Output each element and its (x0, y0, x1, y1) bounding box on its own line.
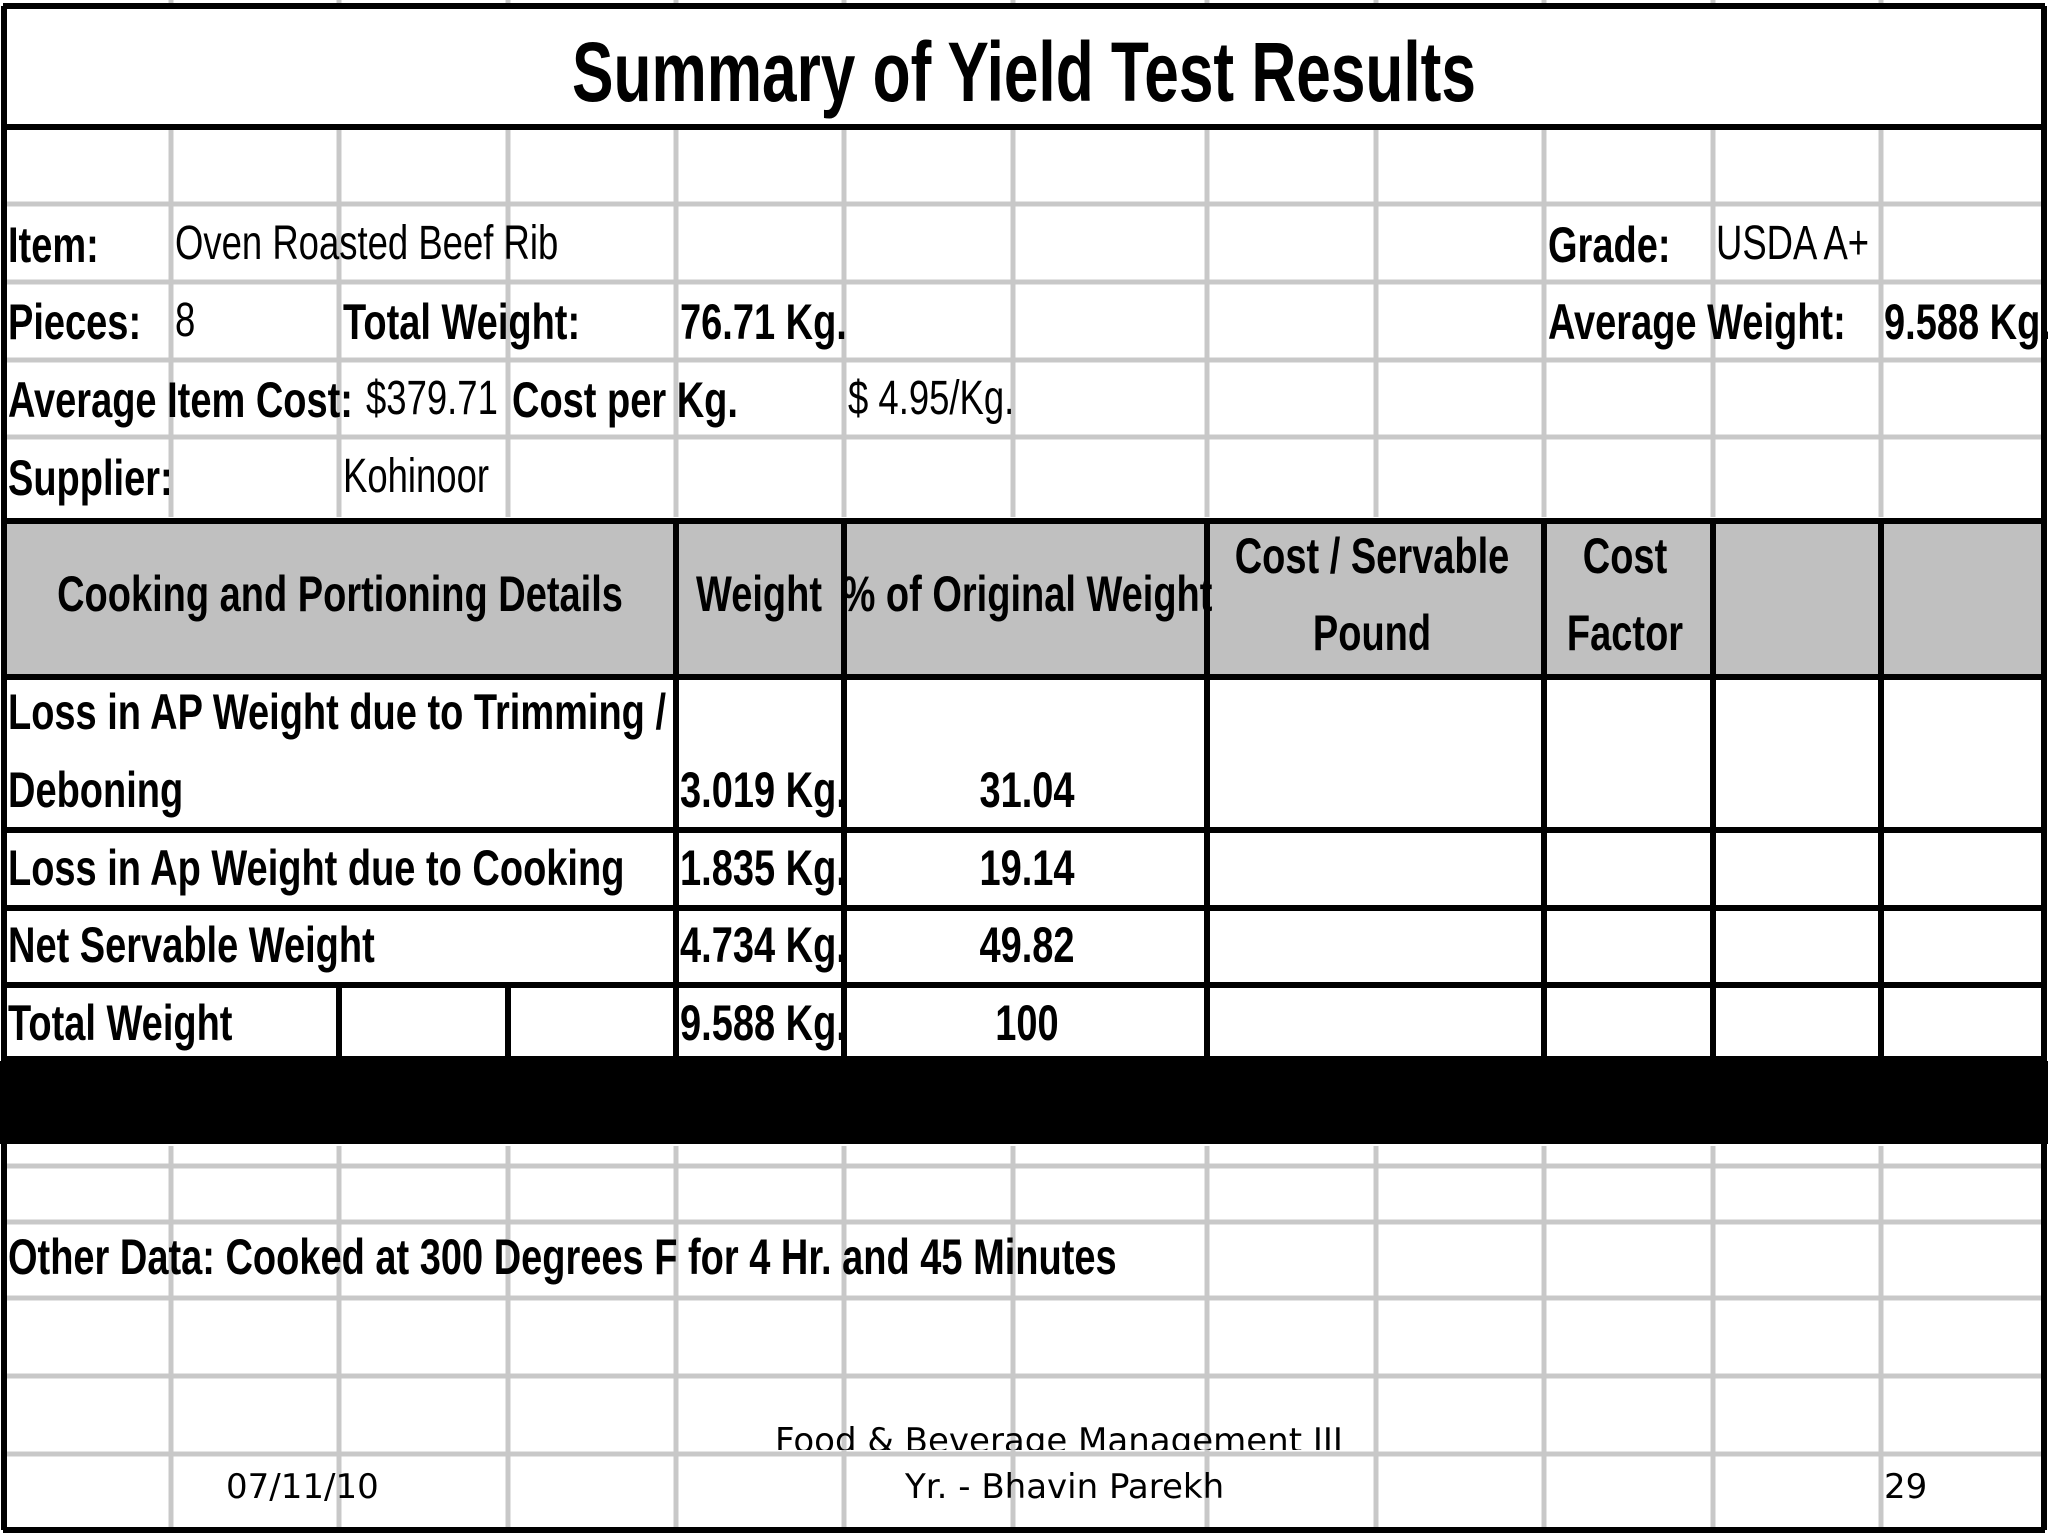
column-header-cost-factor-2: Factor (1566, 605, 1684, 661)
column-header-cost-servable: Cost / Servable (1234, 528, 1510, 584)
footer-page-number: 29 (1884, 1467, 1928, 1507)
average-item-cost-label: Average Item Cost: (8, 372, 353, 428)
table-row-trimming-weight: 3.019 Kg. (680, 762, 847, 818)
column-header-weight: Weight (696, 566, 822, 622)
item-value: Oven Roasted Beef Rib (175, 217, 559, 270)
column-header-cost-servable-2: Pound (1312, 605, 1432, 661)
footer-author: Yr. - Bhavin Parekh (905, 1467, 1225, 1507)
column-header-details: Cooking and Portioning Details (57, 566, 623, 622)
pieces-value: 8 (175, 294, 196, 347)
cost-per-kg-value: $ 4.95/Kg. (848, 372, 1015, 425)
item-label: Item: (8, 217, 99, 273)
table-row-trimming-pct: 31.04 (979, 762, 1075, 818)
average-item-cost-value: $379.71 (366, 372, 498, 425)
table-row-trimming-label-2: Deboning (8, 762, 184, 818)
table-row-cooking-weight: 1.835 Kg. (680, 840, 847, 896)
average-weight-label: Average Weight: (1548, 294, 1846, 350)
table-row-total-label: Total Weight (8, 995, 233, 1051)
page-title: Summary of Yield Test Results (572, 25, 1476, 119)
supplier-label: Supplier: (8, 450, 173, 506)
table-row-net-label: Net Servable Weight (8, 917, 375, 973)
column-header-pct: % of Original Weight (841, 566, 1213, 622)
table-row-cooking-pct: 19.14 (979, 840, 1075, 896)
column-header-band (6, 524, 2042, 674)
average-weight-value: 9.588 Kg. (1884, 294, 2048, 350)
column-header-cost-factor: Cost (1582, 528, 1668, 584)
black-separator-band (0, 1061, 2048, 1144)
supplier-value: Kohinoor (343, 450, 490, 503)
table-row-total-weight: 9.588 Kg. (680, 995, 847, 1051)
grade-label: Grade: (1548, 217, 1671, 273)
total-weight-value: 76.71 Kg. (680, 294, 847, 350)
table-row-net-weight: 4.734 Kg. (680, 917, 847, 973)
grade-value: USDA A+ (1716, 217, 1870, 270)
table-row-trimming-label: Loss in AP Weight due to Trimming / (8, 684, 667, 740)
table-row-cooking-label: Loss in Ap Weight due to Cooking (8, 840, 625, 896)
footer-date: 07/11/10 (226, 1467, 379, 1507)
pieces-label: Pieces: (8, 294, 142, 350)
footer-course: Food & Beverage Management III (775, 1424, 1343, 1450)
other-data-note: Other Data: Cooked at 300 Degrees F for … (8, 1229, 1117, 1285)
cost-per-kg-label: Cost per Kg. (512, 372, 738, 428)
table-row-total-pct: 100 (995, 995, 1059, 1051)
total-weight-label: Total Weight: (343, 294, 581, 350)
table-row-net-pct: 49.82 (979, 917, 1075, 973)
